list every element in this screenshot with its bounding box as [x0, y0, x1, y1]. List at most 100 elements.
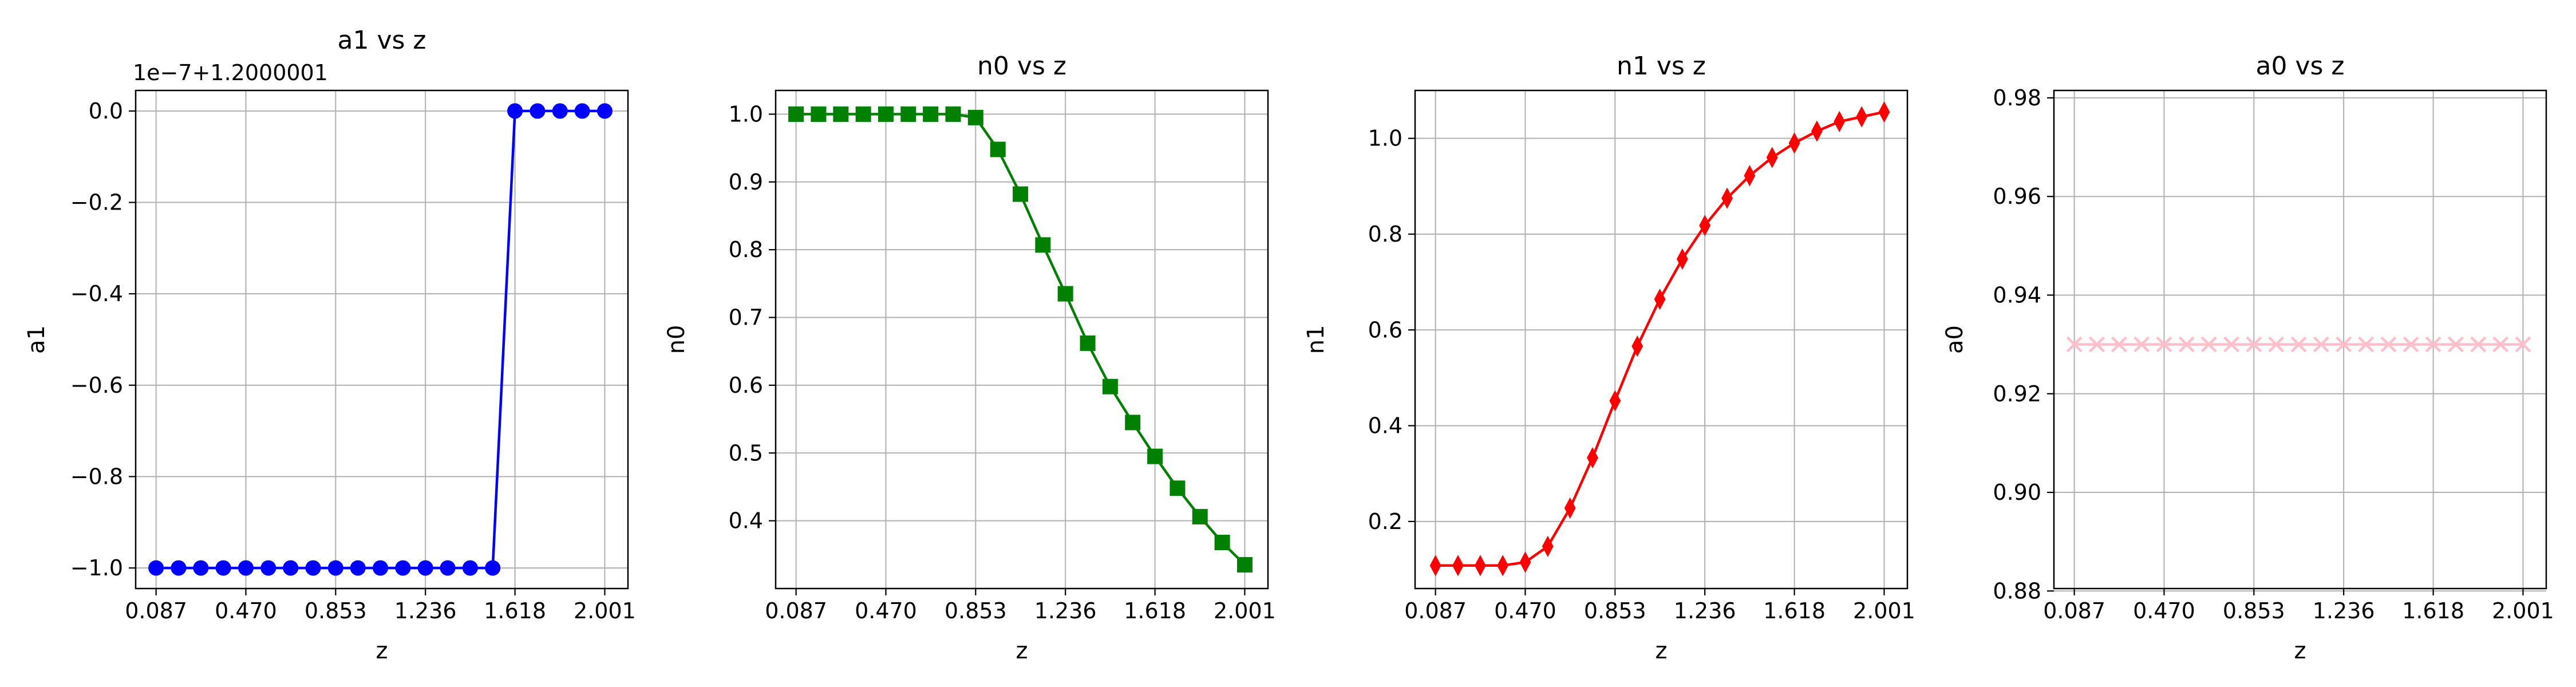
data-point [1170, 480, 1186, 496]
y-tick-label: 0.0 [89, 98, 123, 124]
data-point [2134, 336, 2150, 353]
data-point [1035, 237, 1051, 253]
x-tick-label: 1.236 [2313, 598, 2375, 623]
data-point [900, 106, 916, 122]
y-axis-offset-text: 1e−7+1.2000001 [133, 60, 328, 85]
x-tick-label: 0.087 [125, 598, 187, 623]
data-point [2178, 336, 2195, 353]
y-axis-label: n1 [1303, 325, 1329, 354]
data-point [1542, 535, 1554, 557]
x-axis-label: z [1016, 638, 1028, 664]
x-tick-label: 2.001 [1853, 598, 1915, 623]
x-tick-label: 0.087 [1404, 598, 1467, 623]
x-axis-label: z [376, 638, 388, 664]
y-axis-label: a0 [1942, 325, 1968, 354]
y-tick-label: 0.88 [1993, 578, 2041, 603]
data-point [507, 103, 523, 119]
y-tick-label: −0.4 [70, 281, 123, 306]
y-tick-label: 0.9 [729, 169, 763, 195]
chart-panel-a0: 0.087 0.470 0.853 1.236 1.618 2.001 0.880.900… [1942, 52, 2554, 664]
x-tick-label: 1.236 [1674, 598, 1736, 623]
y-tick-label: 1.0 [729, 101, 763, 127]
x-tick-label: 2.001 [574, 598, 636, 623]
x-tick-label: 0.087 [2043, 598, 2105, 623]
data-point [1587, 447, 1598, 469]
data-point [530, 103, 546, 119]
y-tick-label: 0.92 [1993, 381, 2041, 406]
x-tick-label: 0.470 [2133, 598, 2195, 623]
x-tick-label: 0.470 [1494, 598, 1556, 623]
data-point [878, 106, 894, 122]
data-point [1429, 555, 1441, 577]
data-point [440, 560, 456, 576]
data-point [2447, 336, 2464, 353]
y-tick-label: 0.5 [729, 440, 763, 465]
data-point [1699, 215, 1711, 236]
data-point [833, 106, 849, 122]
data-point [2470, 336, 2487, 353]
data-point [395, 560, 411, 576]
chart-title: a1 vs z [338, 26, 426, 55]
y-axis-ticks: 0.4 0.5 0.6 0.7 0.8 0.9 1.0 [729, 101, 776, 534]
data-point [260, 560, 276, 576]
data-point [1102, 378, 1118, 394]
data-point [552, 103, 568, 119]
data-point [215, 560, 231, 576]
data-point [2111, 336, 2127, 353]
data-point [2246, 336, 2262, 353]
data-point [923, 106, 939, 122]
data-point [1013, 186, 1029, 202]
data-point [1192, 509, 1208, 525]
grid-lines [136, 90, 628, 589]
x-tick-label: 0.470 [855, 598, 917, 623]
y-tick-label: 0.96 [1993, 184, 2041, 209]
data-point [1811, 120, 1823, 142]
chart-panel-n1: 0.087 0.470 0.853 1.236 1.618 2.001 0.2 0.4 0.6… [1303, 52, 1915, 664]
data-point [2268, 336, 2285, 353]
data-point [1744, 165, 1756, 187]
x-tick-label: 1.618 [1763, 598, 1826, 623]
x-tick-label: 2.001 [2492, 598, 2554, 623]
data-point [171, 560, 187, 576]
x-tick-label: 1.236 [1034, 598, 1097, 623]
x-tick-label: 0.853 [945, 598, 1007, 623]
chart-title: n0 vs z [977, 52, 1066, 81]
data-point-layer [148, 103, 613, 576]
x-tick-label: 0.853 [305, 598, 367, 623]
data-point [811, 106, 827, 122]
data-point [1057, 286, 1073, 302]
y-tick-label: 0.90 [1993, 480, 2041, 505]
data-point [238, 560, 254, 576]
chart-panel-n0: 0.087 0.470 0.853 1.236 1.618 2.001 0.4 0.5 0.6… [663, 52, 1276, 664]
chart-title: n1 vs z [1617, 52, 1706, 81]
data-point [1080, 335, 1096, 352]
chart-panel-a1: 0.087 0.470 0.853 1.236 1.618 2.001 0.0 −0.2 −0… [23, 26, 636, 664]
data-point [2492, 336, 2509, 353]
y-tick-label: 0.4 [1368, 413, 1402, 439]
data-point [193, 560, 209, 576]
data-point-layer [788, 106, 1253, 573]
data-point [990, 141, 1006, 157]
data-point [596, 103, 613, 119]
x-tick-label: 1.618 [1124, 598, 1186, 623]
y-tick-label: 0.7 [729, 305, 763, 330]
data-point [1519, 551, 1531, 573]
data-point [2358, 336, 2374, 353]
data-point [1564, 497, 1576, 519]
data-point [2425, 336, 2441, 353]
x-axis-label: z [2294, 638, 2306, 664]
y-tick-label: 0.2 [1368, 509, 1402, 534]
x-tick-label: 0.470 [215, 598, 277, 623]
data-point [1125, 414, 1141, 431]
data-point [1236, 557, 1253, 573]
y-tick-label: −0.2 [70, 190, 123, 215]
y-axis-label: a1 [23, 325, 50, 354]
data-point [1654, 289, 1666, 310]
data-point [1497, 555, 1509, 577]
plot-area-frame [2053, 89, 2547, 590]
data-point [1474, 555, 1486, 577]
y-axis-ticks: 0.2 0.4 0.6 0.8 1.0 [1368, 126, 1415, 534]
y-tick-label: 0.6 [729, 373, 763, 398]
y-tick-label: 0.98 [1993, 85, 2041, 110]
